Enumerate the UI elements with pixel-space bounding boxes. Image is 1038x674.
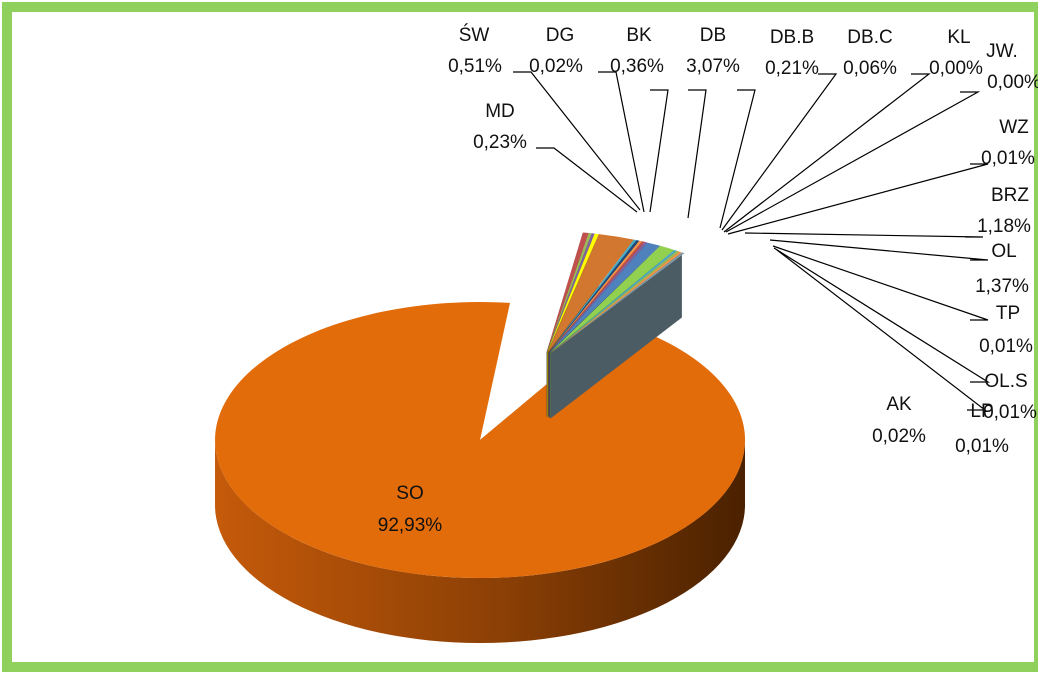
slice-ol [549, 245, 675, 353]
leader-brz [744, 232, 984, 238]
slice-ol-s [550, 250, 680, 354]
slice-brz [549, 242, 661, 353]
label-brz-percent: 1,18% [977, 216, 1031, 237]
leader-tp [772, 245, 989, 321]
label-lp-percent: 0,01% [955, 436, 1009, 457]
label-dg-name: DG [546, 25, 575, 46]
leader-wz [727, 163, 989, 235]
label-wz-percent: 0,01% [981, 148, 1035, 169]
label-tp-percent: 0,01% [979, 336, 1033, 357]
leader-sw [513, 71, 641, 211]
slice-kl [548, 240, 643, 353]
leader-bk [649, 89, 669, 213]
slice-jw [549, 241, 645, 353]
leader-db [687, 89, 707, 219]
label-ol-percent: 1,37% [975, 276, 1029, 297]
leader-db-b [719, 89, 756, 229]
label-so-name: SO [396, 483, 423, 504]
label-sw-percent: 0,51% [448, 56, 502, 77]
leader-lp [776, 249, 987, 411]
label-lp-name: LP [970, 401, 993, 422]
leader-ol [769, 239, 989, 261]
label-jw-name: JW. [986, 41, 1018, 62]
leader-dg [598, 71, 645, 213]
label-wz-name: WZ [999, 117, 1029, 138]
label-bk-name: BK [626, 25, 652, 46]
label-so-percent: 92,93% [378, 515, 443, 536]
slice-sw [546, 232, 589, 353]
slice-so-side [215, 440, 745, 643]
label-md-name: MD [485, 101, 515, 122]
label-db-c-percent: 0,06% [843, 58, 897, 79]
slice-ak-side [550, 252, 682, 419]
label-ak-percent: 0,02% [872, 426, 926, 447]
label-tp-name: TP [996, 303, 1020, 324]
leader-md [536, 147, 638, 213]
label-ol-name: OL [991, 241, 1016, 262]
label-db-c-name: DB.C [847, 27, 892, 48]
leader-lines [513, 71, 991, 411]
slice-md [546, 233, 592, 353]
leader-db-c [721, 73, 838, 231]
slice-bk [547, 233, 599, 353]
leader-ol-s [773, 247, 991, 383]
slice-lp [550, 251, 682, 354]
slice-db-c [548, 240, 640, 353]
pie-slices [215, 232, 746, 643]
slice-db [547, 234, 634, 353]
slice-ak [550, 252, 685, 354]
slice-dg [546, 233, 595, 353]
label-kl-name: KL [947, 27, 970, 48]
label-md-percent: 0,23% [473, 132, 527, 153]
label-dg-percent: 0,02% [529, 56, 583, 77]
label-sw-name: ŚW [459, 24, 490, 46]
slice-so [215, 302, 746, 579]
label-bk-percent: 0,36% [610, 56, 664, 77]
label-ol-s-name: OL.S [984, 371, 1027, 392]
label-ol-s-percent: 0,01% [983, 402, 1037, 423]
label-jw-percent: 0,00% [987, 72, 1038, 93]
label-db-percent: 3,07% [686, 56, 740, 77]
slice-tp [550, 250, 677, 354]
label-db-name: DB [700, 25, 726, 46]
slice-db-b [548, 239, 637, 353]
slice-labels: ŚW 0,51% MD 0,23% DG 0,02% BK 0,36% DB 3,07% DB.B 0… [378, 24, 1038, 536]
leader-jw [725, 91, 981, 233]
label-db-b-name: DB.B [770, 27, 814, 48]
label-kl-percent: 0,00% [929, 58, 983, 79]
label-brz-name: BRZ [991, 185, 1029, 206]
label-ak-name: AK [886, 394, 912, 415]
leader-kl [723, 73, 931, 233]
slice-wz [549, 241, 648, 353]
label-db-b-percent: 0,21% [765, 58, 819, 79]
